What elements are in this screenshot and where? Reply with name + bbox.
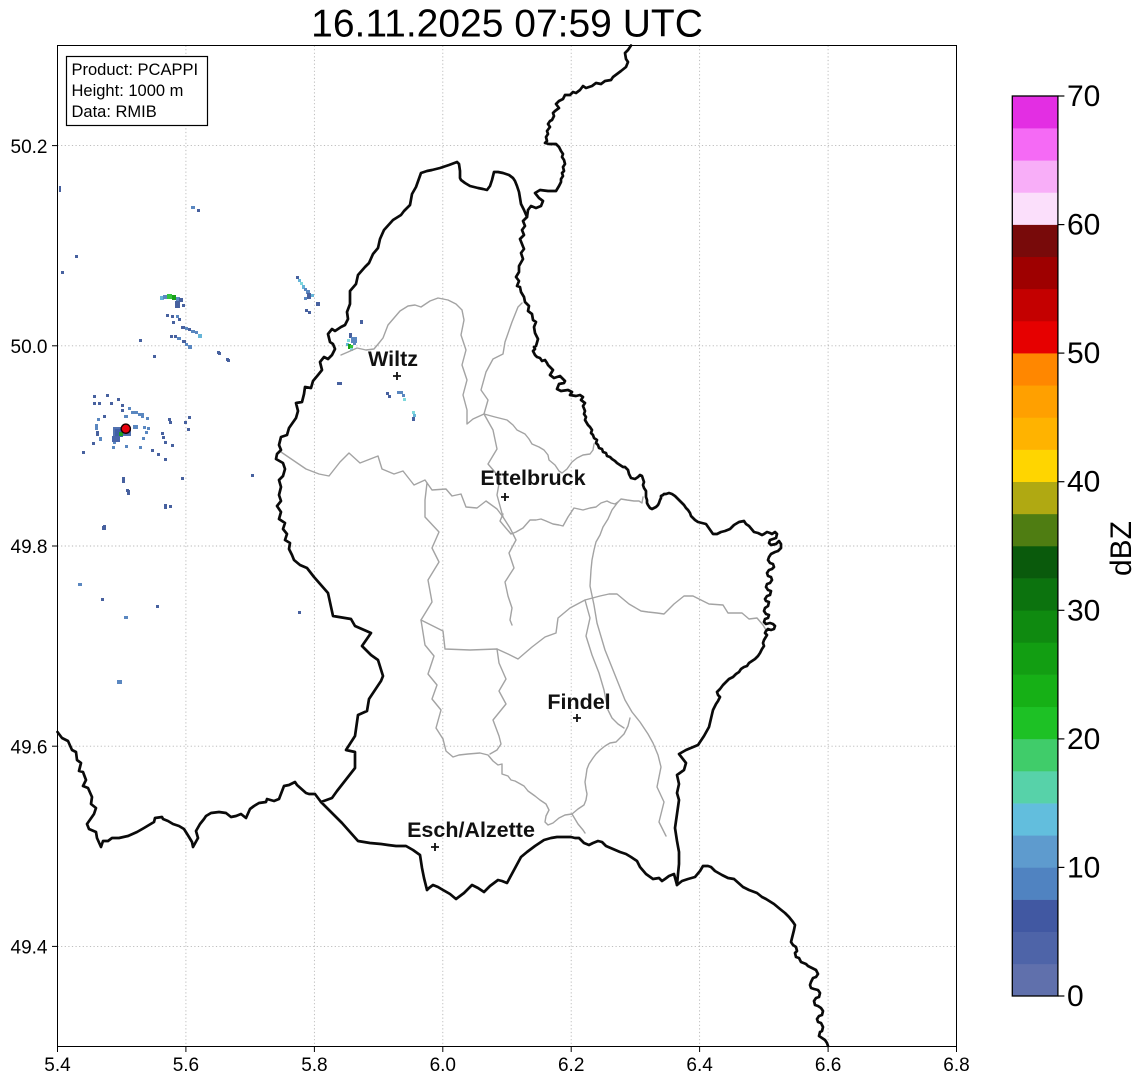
svg-text:49.4: 49.4 <box>11 938 48 959</box>
svg-text:Esch/Alzette: Esch/Alzette <box>407 818 535 842</box>
svg-text:Data: RMIB: Data: RMIB <box>72 103 157 121</box>
svg-text:49.6: 49.6 <box>11 737 48 758</box>
svg-text:16.11.2025 07:59 UTC: 16.11.2025 07:59 UTC <box>311 3 703 46</box>
svg-text:Product: PCAPPI: Product: PCAPPI <box>72 61 199 79</box>
svg-text:Findel: Findel <box>547 690 610 714</box>
svg-text:60: 60 <box>1067 209 1100 242</box>
svg-text:Ettelbruck: Ettelbruck <box>480 466 585 490</box>
svg-text:10: 10 <box>1067 851 1100 884</box>
svg-text:30: 30 <box>1067 594 1100 627</box>
svg-text:5.8: 5.8 <box>301 1055 327 1076</box>
svg-text:5.6: 5.6 <box>173 1055 199 1076</box>
svg-text:50.2: 50.2 <box>11 137 48 158</box>
svg-text:5.4: 5.4 <box>44 1055 71 1076</box>
svg-text:6.8: 6.8 <box>943 1055 969 1076</box>
svg-text:20: 20 <box>1067 723 1100 756</box>
svg-text:50.0: 50.0 <box>11 337 48 358</box>
svg-text:Height: 1000 m: Height: 1000 m <box>72 82 184 100</box>
svg-text:6.4: 6.4 <box>686 1055 713 1076</box>
svg-text:6.6: 6.6 <box>815 1055 841 1076</box>
svg-text:70: 70 <box>1067 80 1100 113</box>
svg-text:6.0: 6.0 <box>430 1055 456 1076</box>
svg-text:49.8: 49.8 <box>11 537 48 558</box>
svg-text:6.2: 6.2 <box>558 1055 584 1076</box>
svg-text:Wiltz: Wiltz <box>368 347 418 371</box>
svg-text:0: 0 <box>1067 980 1084 1013</box>
svg-text:dBZ: dBZ <box>1105 521 1138 576</box>
svg-text:40: 40 <box>1067 466 1100 499</box>
svg-text:50: 50 <box>1067 337 1100 370</box>
